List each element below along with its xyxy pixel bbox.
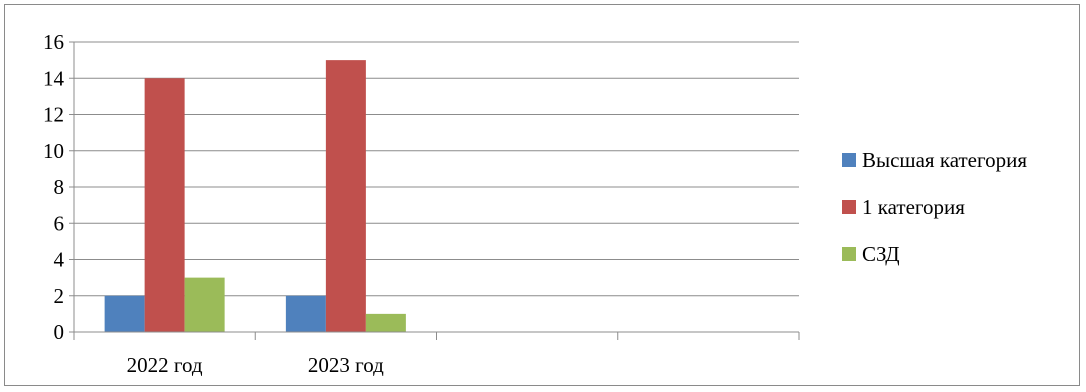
y-tick-label: 4 xyxy=(54,248,65,272)
bar-сзд-2022 год xyxy=(184,277,225,332)
y-tick-label: 12 xyxy=(43,103,64,127)
bars xyxy=(104,60,406,332)
legend-label: Высшая категория xyxy=(862,148,1027,172)
legend: Высшая категория 1 категория СЗД xyxy=(842,148,1027,266)
y-tick-label: 14 xyxy=(43,66,65,90)
axes xyxy=(69,41,800,340)
bar-1-категория-2022 год xyxy=(144,78,185,332)
y-tick-label: 6 xyxy=(54,211,65,235)
x-tick-label: 2023 год xyxy=(308,353,384,377)
bar-высшая-категория-2023 год xyxy=(285,295,326,332)
y-tick-label: 0 xyxy=(54,320,65,344)
y-tick-label: 16 xyxy=(43,30,64,54)
y-tick-labels: 0 2 4 6 8 10 12 14 16 xyxy=(43,30,65,344)
legend-swatch xyxy=(842,200,856,214)
x-tick-labels: 2022 год 2023 год xyxy=(127,353,384,377)
legend-swatch xyxy=(842,247,856,261)
bar-сзд-2023 год xyxy=(365,313,406,332)
legend-label: 1 категория xyxy=(862,195,965,219)
x-tick-label: 2022 год xyxy=(127,353,203,377)
legend-swatch xyxy=(842,153,856,167)
y-tick-label: 10 xyxy=(43,139,64,163)
y-tick-label: 8 xyxy=(54,175,65,199)
legend-label: СЗД xyxy=(862,242,900,266)
bar-1-категория-2023 год xyxy=(325,60,366,332)
y-tick-label: 2 xyxy=(54,284,65,308)
bar-высшая-категория-2022 год xyxy=(104,295,145,332)
